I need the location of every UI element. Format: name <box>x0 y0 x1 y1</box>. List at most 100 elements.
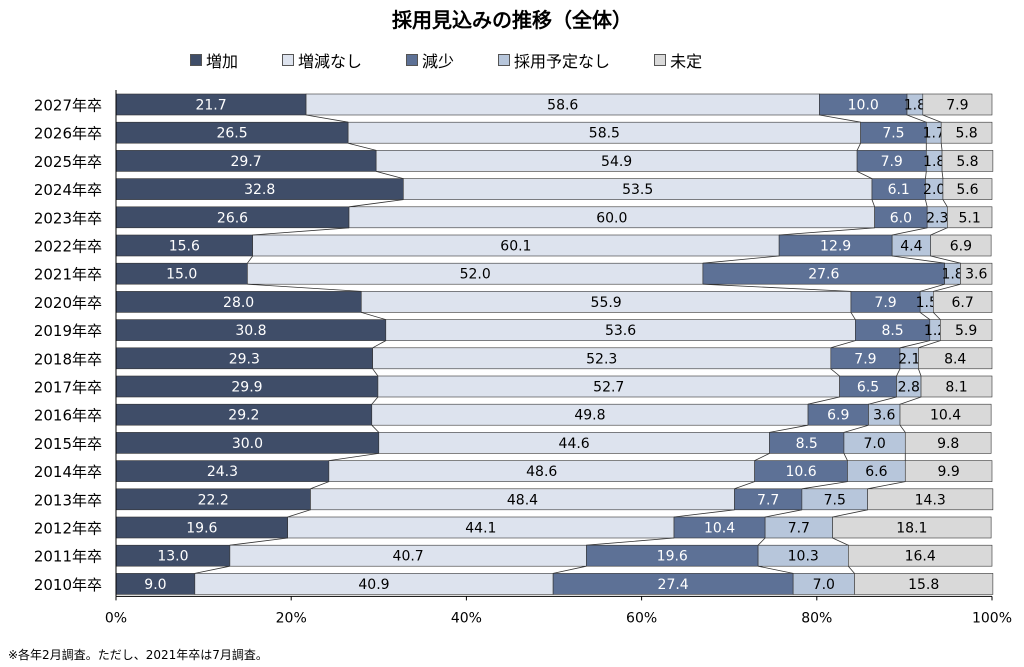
connector-line <box>702 283 851 292</box>
bar-segment <box>899 403 992 426</box>
data-label: 30.8 <box>235 323 266 339</box>
data-label: 21.7 <box>195 98 226 114</box>
bar-segment <box>942 178 993 200</box>
connector-line <box>933 312 941 320</box>
connector-line <box>848 565 855 574</box>
data-label: 5.9 <box>955 323 977 339</box>
bar-segment <box>960 262 993 285</box>
connector-line <box>673 509 735 518</box>
data-label: 48.4 <box>507 492 538 508</box>
data-label: 7.5 <box>824 492 846 508</box>
data-label: 22.2 <box>198 492 229 508</box>
connector-line <box>310 481 330 490</box>
data-label: 29.9 <box>231 380 262 396</box>
category-label: 2027年卒 <box>34 97 102 115</box>
data-label: 15.0 <box>166 267 197 283</box>
data-label: 54.9 <box>601 154 632 170</box>
connector-line <box>765 509 802 518</box>
legend-item-0: 増加 <box>190 48 238 72</box>
legend-item-1: 増減なし <box>282 48 362 72</box>
data-label: 6.6 <box>865 464 887 480</box>
bar-segment <box>904 432 992 454</box>
connector-line <box>702 255 780 264</box>
legend-swatch <box>498 54 511 66</box>
connector-line <box>832 537 849 546</box>
data-label: 3.6 <box>965 267 987 283</box>
connector-line <box>871 199 875 207</box>
data-label: 27.4 <box>658 577 689 593</box>
data-label: 9.9 <box>938 464 960 480</box>
bar-segment <box>920 375 993 398</box>
data-label: 1.8 <box>941 267 963 283</box>
data-label: 5.8 <box>955 126 977 142</box>
category-label: 2023年卒 <box>34 209 102 227</box>
footnote: ※各年2月調査。ただし、2021年卒は7月調査。 <box>8 648 268 662</box>
legend-swatch <box>406 54 419 66</box>
legend-label: 未定 <box>670 52 703 71</box>
category-label: 2011年卒 <box>34 548 102 566</box>
data-label: 2.1 <box>898 351 920 367</box>
bar-segment <box>933 291 993 313</box>
data-label: 7.9 <box>874 295 896 311</box>
chart-title: 採用見込みの推移（全体） <box>392 8 632 32</box>
connector-line <box>933 283 961 292</box>
legend-label: 増減なし <box>298 52 363 71</box>
legend-item-2: 減少 <box>406 48 454 72</box>
connector-line <box>906 114 927 123</box>
bar-segment <box>904 460 993 482</box>
connector-line <box>801 481 848 490</box>
connector-line <box>306 114 349 123</box>
data-label: 7.0 <box>863 436 885 452</box>
data-label: 13.0 <box>157 549 188 565</box>
data-label: 40.9 <box>358 577 389 593</box>
data-label: 6.9 <box>827 408 849 424</box>
connector-line <box>769 424 809 433</box>
connector-line <box>553 565 587 574</box>
connector-line <box>758 565 794 574</box>
data-label: 52.3 <box>586 351 617 367</box>
connector-line <box>830 340 856 349</box>
connector-line <box>843 424 869 433</box>
connector-line <box>807 396 840 405</box>
data-label: 52.7 <box>593 380 624 396</box>
data-label: 9.0 <box>144 577 166 593</box>
data-label: 15.8 <box>908 577 939 593</box>
connector-line <box>757 537 766 546</box>
connector-line <box>920 283 945 292</box>
data-label: 2.8 <box>898 380 920 396</box>
connector-line <box>925 171 927 179</box>
data-label: 52.0 <box>460 267 491 283</box>
data-label: 29.2 <box>228 408 259 424</box>
connector-line <box>832 509 868 518</box>
connector-line <box>586 537 675 546</box>
connector-line <box>868 396 897 405</box>
data-label: 6.0 <box>890 210 912 226</box>
connector-line <box>371 396 379 405</box>
connector-line <box>287 509 311 518</box>
connector-line <box>899 340 930 349</box>
connector-line <box>896 368 901 377</box>
x-tick-label: 40% <box>451 610 482 626</box>
category-label: 2026年卒 <box>34 125 102 143</box>
data-label: 6.9 <box>950 239 972 255</box>
data-label: 16.4 <box>905 549 936 565</box>
bar-segment <box>930 234 992 257</box>
legend-item-3: 採用予定なし <box>498 48 610 72</box>
x-tick-label: 80% <box>801 610 832 626</box>
connector-line <box>376 171 404 179</box>
data-label: 58.6 <box>547 98 578 114</box>
bar-segment <box>854 573 994 595</box>
data-label: 3.6 <box>873 408 895 424</box>
data-label: 29.7 <box>231 154 262 170</box>
category-label: 2018年卒 <box>34 350 102 368</box>
data-label: 26.6 <box>217 210 248 226</box>
data-label: 10.4 <box>930 408 961 424</box>
data-label: 29.3 <box>229 351 260 367</box>
connector-line <box>930 255 961 264</box>
category-label: 2021年卒 <box>34 266 102 284</box>
category-label: 2012年卒 <box>34 520 102 538</box>
data-label: 48.6 <box>526 464 557 480</box>
data-label: 1.7 <box>923 126 945 142</box>
data-label: 7.0 <box>813 577 835 593</box>
connector-line <box>899 396 922 405</box>
